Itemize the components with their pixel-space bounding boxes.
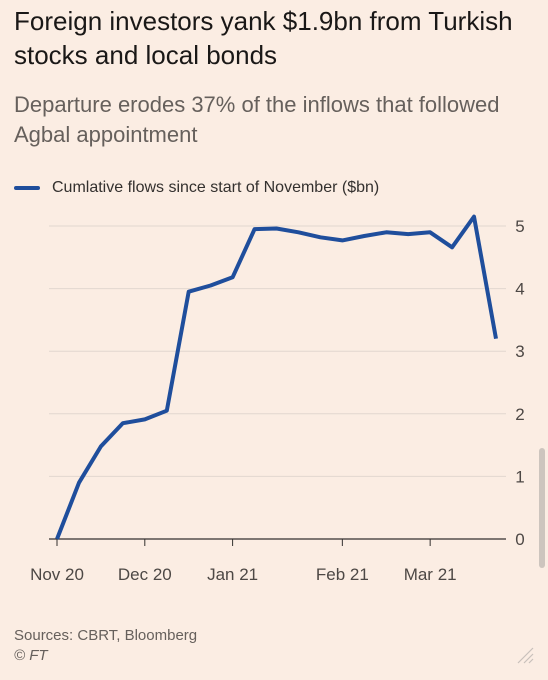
y-tick-label: 5 — [515, 217, 524, 236]
y-tick-label: 3 — [515, 342, 524, 361]
resize-grip-icon[interactable] — [516, 646, 534, 664]
x-tick-label: Jan 21 — [207, 565, 258, 584]
y-tick-label: 1 — [515, 467, 524, 486]
x-tick-label: Dec 20 — [118, 565, 172, 584]
x-tick-label: Mar 21 — [404, 565, 457, 584]
source-note: Sources: CBRT, Bloomberg — [14, 627, 198, 644]
legend: Cumlative flows since start of November … — [14, 176, 379, 200]
legend-swatch — [14, 186, 40, 190]
x-tick-label: Nov 20 — [30, 565, 84, 584]
y-tick-label: 2 — [515, 405, 524, 424]
line-chart: 0 1 2 3 4 5 Nov 20 Dec 20 Jan 21 Feb 21 Mar 21 — [30, 214, 525, 584]
legend-label: Cumlative flows since start of November … — [52, 179, 380, 196]
ft-credit: © FT — [14, 647, 48, 664]
y-tick-label: 4 — [515, 280, 524, 299]
chart-title: Foreign investors yank $1.9bn from Turki… — [14, 6, 513, 70]
series-line — [55, 214, 498, 540]
chart-subtitle: Departure erodes 37% of the inflows that… — [14, 92, 500, 147]
y-tick-label: 0 — [515, 530, 524, 549]
x-tick-label: Feb 21 — [316, 565, 369, 584]
scrollbar-thumb[interactable] — [539, 448, 545, 568]
